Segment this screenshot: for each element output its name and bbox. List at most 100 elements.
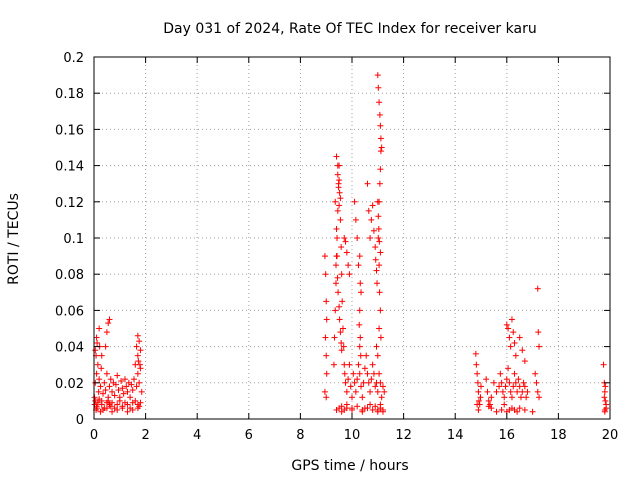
data-point [516, 383, 523, 390]
data-point [334, 162, 341, 169]
data-point [112, 381, 119, 388]
data-point [342, 379, 349, 386]
data-point [334, 207, 341, 214]
data-point [356, 253, 363, 260]
data-point [375, 84, 382, 91]
data-point [337, 195, 344, 202]
data-point [322, 334, 329, 341]
data-point [335, 184, 342, 191]
data-point [127, 394, 134, 401]
data-point [92, 347, 99, 354]
data-point [501, 394, 508, 401]
data-point [516, 405, 523, 412]
data-point [354, 376, 361, 383]
data-point [334, 235, 341, 241]
data-point [116, 397, 123, 404]
data-point [347, 383, 354, 390]
data-point [364, 180, 371, 187]
data-point [336, 303, 343, 310]
data-point [511, 339, 518, 346]
y-tick-label: 0 [76, 413, 84, 428]
data-point [94, 405, 101, 412]
data-point [105, 397, 112, 404]
data-point [499, 388, 506, 395]
data-point [536, 343, 543, 350]
data-point [132, 397, 139, 404]
data-point [134, 370, 141, 377]
y-axis-label: ROTI / TECUs [6, 193, 22, 285]
data-point [512, 379, 519, 386]
data-point [118, 377, 125, 384]
data-point [138, 388, 145, 395]
data-point [97, 383, 104, 390]
data-point [375, 235, 382, 241]
data-point [336, 189, 343, 196]
data-point [484, 388, 491, 395]
x-tick-label: 8 [296, 428, 304, 443]
data-point [333, 262, 340, 269]
data-point [351, 379, 358, 386]
data-point [600, 361, 607, 368]
data-point [515, 376, 522, 383]
data-point [137, 365, 144, 372]
data-point [519, 347, 526, 354]
data-point [372, 383, 379, 390]
data-point [94, 361, 101, 368]
x-tick-label: 10 [344, 428, 361, 443]
x-tick-label: 2 [141, 428, 149, 443]
data-point [107, 403, 114, 410]
data-point [507, 388, 514, 395]
data-point [135, 358, 142, 365]
data-point [334, 253, 341, 260]
data-point [475, 397, 482, 404]
data-point [124, 401, 131, 408]
data-point [376, 111, 383, 118]
data-point [521, 358, 528, 365]
data-point [351, 198, 358, 205]
data-point [334, 274, 341, 281]
data-point [475, 388, 482, 395]
data-point [338, 347, 345, 354]
data-point [106, 316, 113, 323]
data-point [338, 271, 345, 278]
data-point [95, 388, 102, 395]
x-tick-labels: 0 2 4 6 8 10 12 14 16 18 20 [90, 428, 618, 443]
data-point [109, 408, 116, 415]
data-point [343, 405, 350, 412]
data-point [340, 343, 347, 350]
data-point [535, 329, 542, 336]
data-point [136, 338, 143, 345]
grid [94, 57, 610, 419]
data-point [359, 408, 366, 415]
x-tick-label: 20 [602, 428, 619, 443]
data-point [121, 376, 128, 383]
data-point [323, 316, 330, 323]
data-point [98, 365, 105, 372]
data-point [352, 388, 359, 395]
x-tick-label: 18 [550, 428, 567, 443]
y-tick-label: 0.16 [55, 123, 84, 138]
data-point [332, 307, 339, 314]
data-point [332, 198, 339, 205]
data-point [376, 370, 383, 377]
data-point [512, 352, 519, 359]
data-point [521, 383, 528, 390]
data-point [354, 235, 361, 241]
data-point [338, 244, 345, 251]
data-point [376, 99, 383, 106]
data-point [355, 361, 362, 368]
x-axis-label: GPS time / hours [291, 458, 408, 474]
data-point [133, 383, 140, 390]
data-point [91, 394, 98, 401]
data-point [94, 339, 101, 346]
data-point [529, 408, 536, 415]
data-point [534, 285, 541, 292]
data-point [483, 376, 490, 383]
data-point [376, 325, 383, 332]
data-point [341, 235, 348, 241]
data-point [109, 388, 116, 395]
data-point [93, 334, 100, 341]
data-point [349, 394, 355, 401]
data-point [337, 216, 344, 223]
data-point [376, 289, 383, 296]
